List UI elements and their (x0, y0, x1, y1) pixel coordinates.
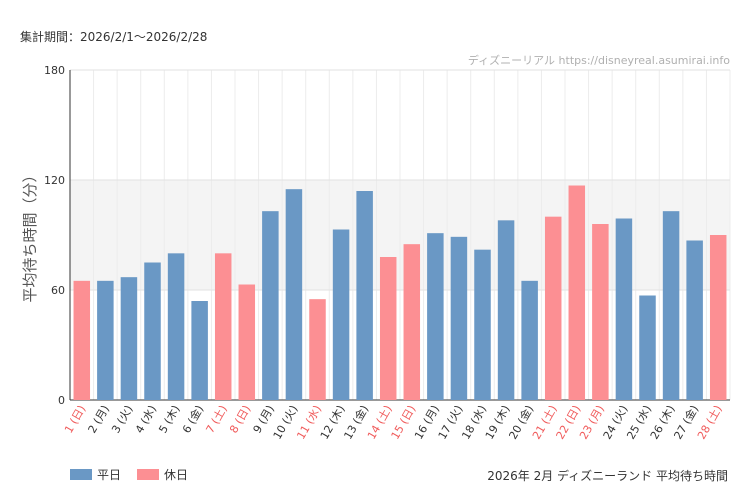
legend-holiday-label: 休日 (164, 468, 189, 482)
bar (544, 216, 562, 400)
bar (379, 257, 397, 400)
y-tick-label: 60 (51, 284, 65, 297)
bar (592, 224, 609, 400)
bar (285, 189, 303, 400)
x-tick-label: 3 (火) (109, 403, 135, 436)
bar (191, 301, 208, 400)
chart-caption: 2026年 2月 ディズニーランド 平均待ち時間 (487, 469, 728, 483)
bar (332, 229, 350, 400)
legend-weekday-label: 平日 (97, 468, 122, 482)
bar (709, 235, 727, 400)
bar (497, 220, 515, 400)
bar (73, 280, 91, 400)
legend: 平日 休日 (70, 466, 204, 483)
legend-holiday-swatch (137, 469, 160, 480)
bar (521, 280, 538, 400)
bar (662, 211, 680, 400)
bar (167, 253, 185, 400)
bar (615, 218, 633, 400)
bar (403, 244, 421, 400)
x-tick-label: 4 (水) (133, 403, 159, 436)
x-tick-label: 5 (木) (156, 403, 182, 436)
legend-holiday[interactable]: 休日 (137, 466, 188, 483)
bar (450, 236, 468, 400)
period-label: 集計期間：2026/2/1〜2026/2/28 (20, 30, 208, 44)
bar (309, 299, 326, 400)
bar (639, 295, 656, 400)
bar (97, 280, 114, 400)
source-label: ディズニーリアル https://disneyreal.asumirai.inf… (467, 54, 730, 67)
bar (144, 262, 161, 400)
x-tick-label: 8 (日) (227, 403, 253, 436)
bar (262, 211, 279, 400)
bar (427, 233, 444, 400)
bar (120, 277, 138, 400)
bar (686, 240, 703, 400)
y-tick-label: 0 (58, 394, 65, 407)
bar (568, 185, 586, 400)
x-tick-label: 1 (日) (62, 403, 88, 436)
y-tick-label: 120 (44, 174, 65, 187)
y-axis-label: 平均待ち時間（分） (21, 167, 39, 302)
legend-weekday-swatch (70, 469, 92, 480)
bar (214, 253, 232, 400)
y-tick-label: 180 (44, 64, 65, 77)
bar (356, 191, 373, 400)
x-tick-label: 7 (土) (204, 403, 230, 436)
bar (474, 249, 491, 400)
x-tick-label: 6 (金) (179, 403, 206, 436)
legend-weekday[interactable]: 平日 (70, 466, 121, 483)
x-tick-label: 2 (月) (86, 403, 112, 436)
bar (238, 284, 256, 400)
